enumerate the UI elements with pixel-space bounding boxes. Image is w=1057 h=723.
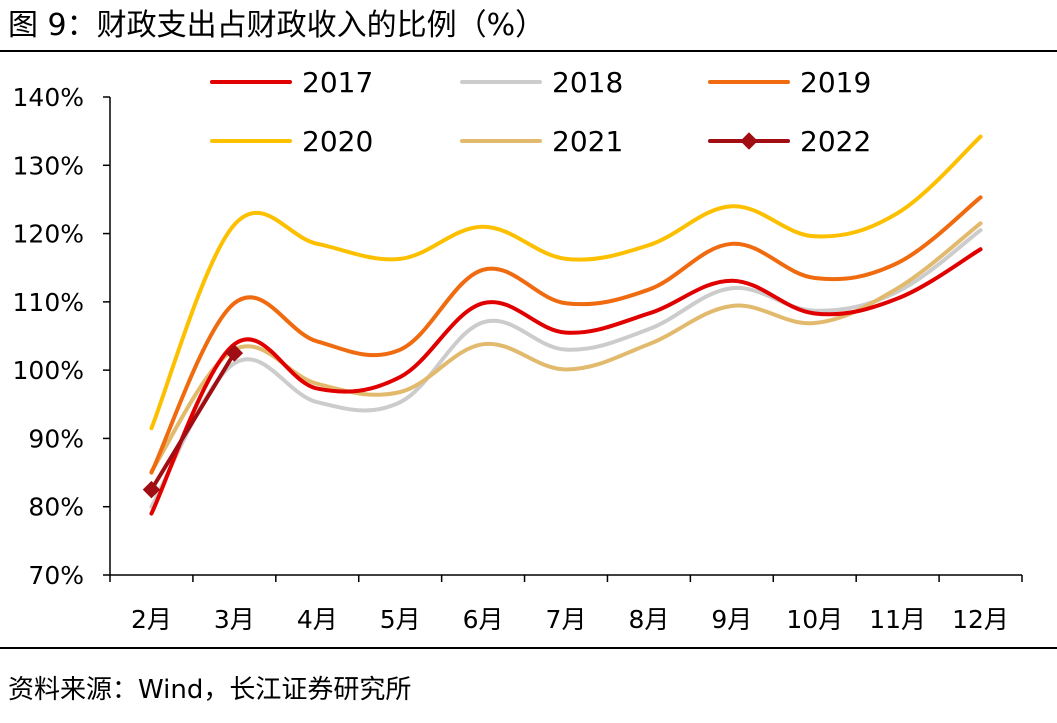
y-tick-label: 120% bbox=[13, 220, 84, 249]
series-point-2022-2月 bbox=[142, 480, 161, 499]
x-tick-label: 9月 bbox=[711, 605, 752, 634]
source-note: 资料来源：Wind，长江证券研究所 bbox=[8, 675, 412, 705]
x-tick-label: 12月 bbox=[952, 605, 1009, 634]
legend: 2017 2018 2019 2020 2021 2022 bbox=[210, 66, 871, 158]
legend-label-2020: 2020 bbox=[302, 125, 373, 158]
y-tick-label: 70% bbox=[28, 561, 84, 590]
series-line-2018 bbox=[149, 228, 983, 509]
series-line-2022 bbox=[149, 351, 237, 492]
axes: 70% 80% 90% 100% 110% 120% 130% 140% 2月 3月 4月 5月 6月 7… bbox=[13, 83, 1023, 634]
x-tick-label: 10月 bbox=[786, 605, 843, 634]
x-tick-label: 5月 bbox=[380, 605, 421, 634]
x-tick-label: 8月 bbox=[628, 605, 669, 634]
x-tick-label: 7月 bbox=[546, 605, 587, 634]
x-tick-label: 6月 bbox=[463, 605, 504, 634]
figure-title: 图 9：财政支出占财政收入的比例（%） bbox=[8, 8, 546, 43]
y-tick-label: 90% bbox=[28, 424, 84, 453]
series-point-2022-3月 bbox=[225, 344, 244, 362]
top-rule bbox=[0, 50, 1057, 52]
y-tick-label: 130% bbox=[13, 151, 84, 180]
series-line-2017 bbox=[149, 247, 983, 516]
y-tick-label: 140% bbox=[13, 83, 84, 112]
series-layer bbox=[142, 134, 983, 516]
legend-label-2021: 2021 bbox=[552, 125, 623, 158]
x-tick-label: 3月 bbox=[214, 605, 255, 634]
series-line-2019 bbox=[149, 195, 983, 475]
legend-label-2017: 2017 bbox=[302, 66, 373, 99]
legend-label-2018: 2018 bbox=[552, 66, 623, 99]
y-tick-label: 80% bbox=[28, 493, 84, 522]
y-tick-label: 110% bbox=[13, 288, 84, 317]
x-tick-label: 11月 bbox=[869, 605, 926, 634]
legend-marker-2022 bbox=[740, 132, 758, 150]
series-line-2021 bbox=[149, 221, 983, 474]
x-tick-label: 4月 bbox=[297, 605, 338, 634]
series-line-2020 bbox=[149, 134, 983, 431]
legend-label-2019: 2019 bbox=[800, 66, 871, 99]
x-tick-label: 2月 bbox=[131, 605, 172, 634]
y-tick-label: 100% bbox=[13, 356, 84, 385]
legend-label-2022: 2022 bbox=[800, 125, 871, 158]
bottom-rule bbox=[0, 647, 1057, 649]
